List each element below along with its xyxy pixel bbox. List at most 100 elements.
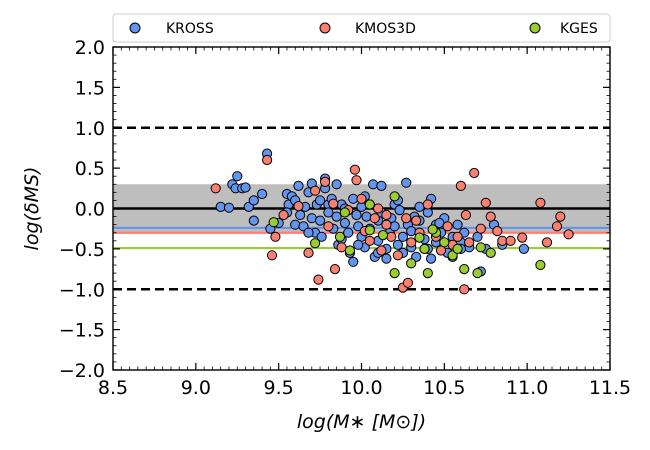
- data-point-kmos3d: [411, 215, 422, 226]
- x-tick-label: 11.5: [589, 377, 631, 399]
- legend-label-kmos3d: KMOS3D: [355, 21, 416, 37]
- data-point-kmos3d: [328, 198, 339, 209]
- data-point-kross: [401, 177, 412, 188]
- data-point-kmos3d: [452, 231, 463, 242]
- data-point-kross: [389, 221, 400, 232]
- data-point-kmos3d: [364, 235, 375, 246]
- series-kges: [268, 191, 546, 279]
- data-point-kross: [376, 180, 387, 191]
- y-axis-label: log(δMS): [21, 167, 43, 251]
- data-point-kross: [381, 253, 392, 264]
- data-point-kmos3d: [401, 213, 412, 224]
- data-point-kmos3d: [329, 264, 341, 275]
- data-point-kmos3d: [475, 223, 486, 234]
- y-tick-label: 1.5: [75, 77, 105, 99]
- data-point-kmos3d: [351, 175, 362, 186]
- data-point-kmos3d: [517, 232, 528, 243]
- data-point-kross: [240, 182, 251, 193]
- data-point-kges: [439, 237, 450, 248]
- data-point-kmos3d: [555, 211, 566, 222]
- x-tick-label: 10.5: [423, 377, 465, 399]
- data-point-kross: [392, 239, 403, 250]
- data-point-kmos3d: [469, 167, 480, 179]
- data-point-kges: [472, 268, 483, 279]
- y-tick-label: 0.0: [75, 199, 105, 221]
- data-point-kross: [452, 219, 463, 230]
- data-point-kmos3d: [376, 245, 387, 256]
- data-point-kross: [290, 219, 301, 230]
- y-tick-label: −0.5: [59, 239, 105, 261]
- data-point-kmos3d: [460, 209, 471, 221]
- data-point-kges: [452, 243, 463, 254]
- data-point-kross: [323, 207, 334, 218]
- data-point-kross: [331, 211, 342, 222]
- data-point-kmos3d: [455, 180, 466, 191]
- data-point-kross: [223, 202, 235, 213]
- data-point-kges: [419, 243, 430, 254]
- y-tick-label: −1.5: [59, 320, 105, 342]
- data-point-kmos3d: [541, 237, 553, 248]
- data-point-kges: [406, 258, 417, 269]
- legend-label-kges: KGES: [560, 21, 598, 37]
- data-point-kges: [414, 232, 425, 243]
- x-tick-label: 8.5: [98, 377, 128, 399]
- data-point-kmos3d: [464, 237, 475, 248]
- legend-label-kross: KROSS: [166, 21, 214, 37]
- data-point-kmos3d: [262, 154, 273, 166]
- data-point-kmos3d: [310, 185, 321, 196]
- data-point-kross: [368, 179, 379, 190]
- data-point-kges: [427, 224, 438, 235]
- data-point-kross: [414, 201, 425, 212]
- data-point-kges: [344, 245, 355, 256]
- data-point-kges: [377, 230, 389, 241]
- data-point-kross: [361, 211, 372, 222]
- data-point-kmos3d: [485, 211, 496, 222]
- data-point-kross: [248, 195, 259, 206]
- data-point-kmos3d: [535, 197, 546, 208]
- y-tick-label: −2.0: [59, 360, 105, 382]
- legend-marker-kges: [529, 22, 541, 34]
- x-tick-label: 9.0: [181, 377, 211, 399]
- data-point-kges: [422, 268, 433, 279]
- y-tick-label: 0.5: [75, 158, 105, 180]
- data-point-kmos3d: [313, 274, 324, 285]
- data-point-kges: [339, 207, 350, 218]
- data-point-kmos3d: [480, 197, 491, 208]
- data-point-kges: [389, 191, 400, 202]
- data-point-kges: [268, 217, 279, 228]
- data-point-kges: [310, 238, 321, 249]
- data-point-kmos3d: [270, 231, 281, 242]
- data-point-kmos3d: [459, 284, 470, 295]
- data-point-kross: [306, 213, 317, 224]
- legend-marker-kross: [129, 22, 141, 34]
- x-tick-label: 11.0: [506, 377, 548, 399]
- data-point-kmos3d: [505, 235, 516, 246]
- data-point-kross: [348, 256, 359, 267]
- data-point-kmos3d: [381, 219, 392, 230]
- data-point-kmos3d: [386, 231, 397, 242]
- data-point-kges: [364, 225, 375, 236]
- legend-box: [112, 13, 611, 43]
- data-point-kross: [394, 205, 405, 216]
- data-point-kross: [215, 201, 226, 212]
- data-point-kges: [459, 264, 470, 275]
- data-point-kmos3d: [369, 213, 380, 224]
- x-tick-label: 10.0: [340, 377, 382, 399]
- data-point-kges: [389, 268, 400, 279]
- data-point-kross: [339, 217, 350, 229]
- x-tick-label: 9.5: [264, 377, 294, 399]
- data-point-kmos3d: [492, 226, 503, 237]
- data-point-kross: [518, 243, 530, 254]
- data-point-kmos3d: [323, 221, 334, 232]
- data-point-kmos3d: [563, 229, 574, 240]
- y-tick-label: 2.0: [75, 37, 105, 59]
- data-point-kmos3d: [356, 193, 367, 204]
- data-point-kmos3d: [402, 277, 413, 288]
- data-point-kross: [257, 188, 268, 200]
- data-point-kmos3d: [320, 176, 331, 187]
- data-point-kross: [351, 209, 362, 221]
- data-point-kross: [315, 195, 326, 206]
- data-point-kmos3d: [278, 209, 289, 221]
- data-point-kross: [353, 239, 364, 250]
